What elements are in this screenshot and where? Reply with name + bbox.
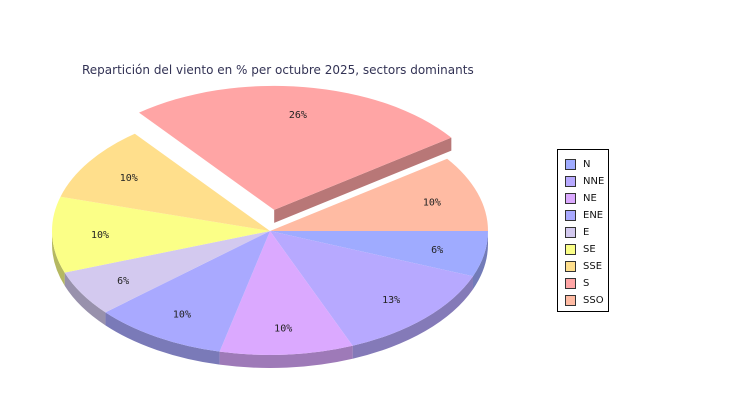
slice-label-ne: 10% bbox=[274, 323, 292, 334]
legend: N NNE NE ENE E SE SSE S SSO bbox=[557, 149, 609, 312]
slice-side-e bbox=[64, 272, 106, 326]
slice-s bbox=[139, 85, 452, 210]
slice-label-ene: 10% bbox=[173, 310, 191, 321]
legend-item-nne: NNE bbox=[558, 173, 608, 190]
legend-item-sso: SSO bbox=[558, 292, 608, 309]
legend-label: ENE bbox=[583, 210, 604, 221]
legend-label: N bbox=[583, 159, 591, 170]
slice-e bbox=[64, 231, 270, 313]
slice-ne bbox=[219, 231, 353, 355]
slice-label-sse: 10% bbox=[120, 173, 138, 184]
legend-item-sse: SSE bbox=[558, 258, 608, 275]
legend-label: SSE bbox=[583, 261, 603, 272]
legend-swatch bbox=[565, 278, 576, 289]
slice-side-se bbox=[52, 231, 65, 286]
slice-label-nne: 13% bbox=[382, 295, 400, 306]
legend-item-ene: ENE bbox=[558, 207, 608, 224]
legend-label: E bbox=[583, 227, 590, 238]
legend-item-se: SE bbox=[558, 241, 608, 258]
slice-label-e: 6% bbox=[117, 276, 129, 287]
chart-title: Repartición del viento en % per octubre … bbox=[82, 63, 474, 77]
slice-side-ene bbox=[105, 312, 220, 365]
slice-label-sso: 10% bbox=[423, 197, 441, 208]
legend-item-s: S bbox=[558, 275, 608, 292]
legend-swatch bbox=[565, 227, 576, 238]
slice-sso bbox=[270, 158, 488, 231]
slice-side-nne bbox=[352, 276, 473, 359]
slice-sse bbox=[60, 133, 270, 231]
slice-label-n: 6% bbox=[431, 245, 443, 256]
legend-swatch bbox=[565, 244, 576, 255]
slice-se bbox=[52, 196, 270, 273]
slice-side-ne bbox=[219, 345, 353, 368]
legend-swatch bbox=[565, 261, 576, 272]
slice-n bbox=[270, 231, 488, 277]
legend-label: S bbox=[583, 278, 590, 289]
legend-item-n: N bbox=[558, 156, 608, 173]
slice-nne bbox=[270, 231, 473, 346]
legend-item-ne: NE bbox=[558, 190, 608, 207]
slice-label-se: 10% bbox=[91, 230, 109, 241]
legend-label: SE bbox=[583, 244, 596, 255]
legend-swatch bbox=[565, 176, 576, 187]
legend-swatch bbox=[565, 193, 576, 204]
legend-swatch bbox=[565, 295, 576, 306]
legend-item-e: E bbox=[558, 224, 608, 241]
slice-cut-face-s bbox=[274, 137, 452, 223]
legend-label: SSO bbox=[583, 295, 604, 306]
slice-ene bbox=[105, 231, 270, 352]
legend-label: NNE bbox=[583, 176, 605, 187]
legend-swatch bbox=[565, 159, 576, 170]
slice-label-s: 26% bbox=[289, 110, 307, 121]
legend-label: NE bbox=[583, 193, 597, 204]
legend-swatch bbox=[565, 210, 576, 221]
slice-side-n bbox=[472, 231, 488, 290]
